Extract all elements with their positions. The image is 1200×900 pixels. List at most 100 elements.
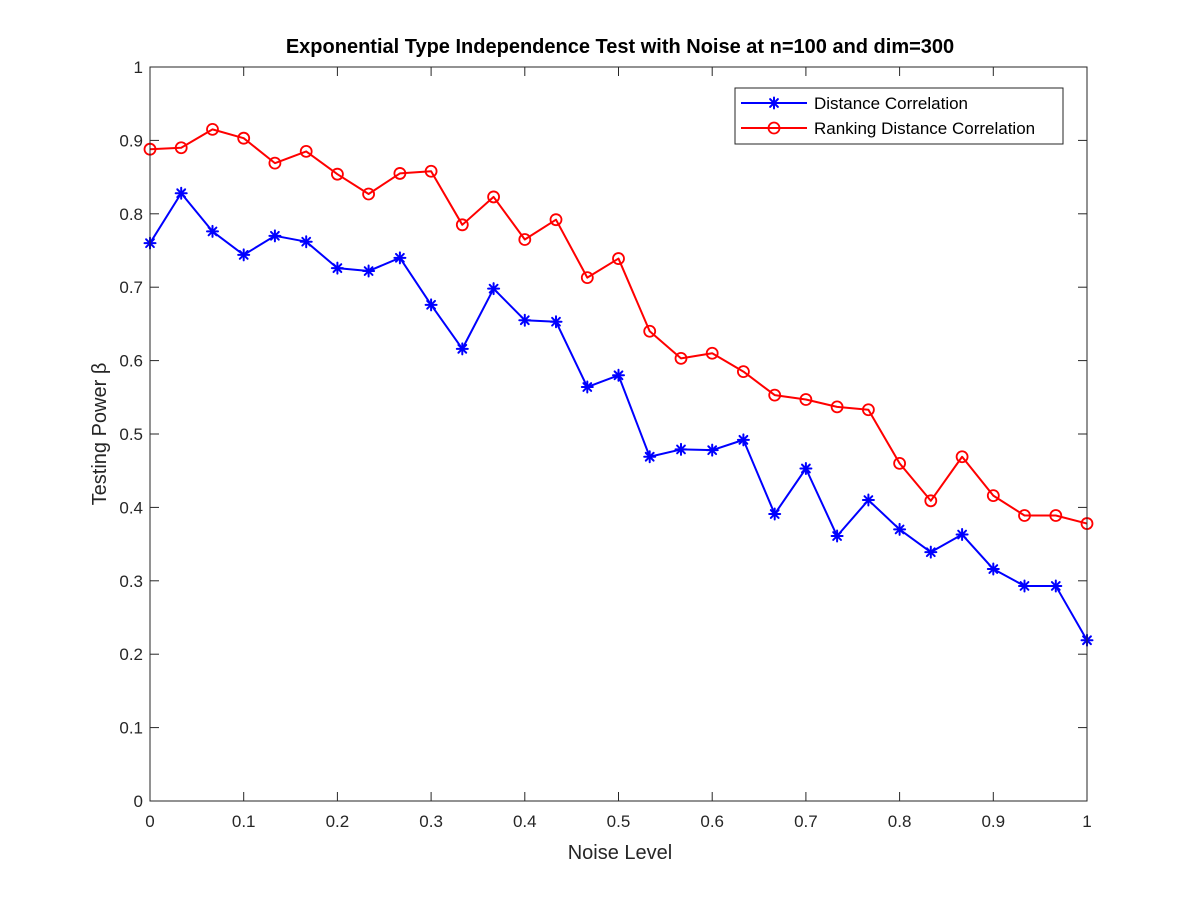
data-point-ranking-distance-correlation <box>612 252 625 265</box>
y-tick-label: 0.9 <box>119 131 143 150</box>
data-point-ranking-distance-correlation <box>737 365 750 379</box>
marker-stroke <box>519 315 530 326</box>
x-tick-label: 0.2 <box>326 812 350 831</box>
marker-stroke <box>301 236 312 247</box>
plot-area <box>150 67 1087 801</box>
data-point-distance-correlation <box>1049 579 1063 593</box>
data-point-distance-correlation <box>830 529 844 543</box>
data-point-ranking-distance-correlation <box>393 167 407 180</box>
data-point-ranking-distance-correlation <box>330 167 344 181</box>
marker-stroke <box>676 444 686 455</box>
x-tick-label: 0.5 <box>607 812 631 831</box>
legend-marker-asterisk <box>767 96 781 110</box>
y-tick-label: 0.3 <box>119 572 143 591</box>
x-axis-label: Noise Level <box>568 842 673 864</box>
data-point-ranking-distance-correlation <box>206 122 219 136</box>
marker-stroke <box>176 188 187 199</box>
marker-stroke <box>551 316 561 327</box>
x-tick-label: 0.1 <box>232 812 256 831</box>
data-point-ranking-distance-correlation <box>424 164 438 178</box>
data-point-ranking-distance-correlation <box>362 187 376 201</box>
marker-stroke <box>207 226 218 237</box>
axis-ticks: 0 0.1 0.2 0.3 0.4 0.5 0.6 0.7 0.8 0.9 1 0 0.1 0.2 0.3 0… <box>119 58 1091 831</box>
data-point-ranking-distance-correlation <box>455 218 469 232</box>
data-point-distance-correlation <box>580 380 594 394</box>
data-point-ranking-distance-correlation <box>986 489 1000 503</box>
data-point-distance-correlation <box>424 298 438 312</box>
legend-marker-asterisk <box>767 96 781 110</box>
data-point-ranking-distance-correlation <box>643 324 657 338</box>
data-point-distance-correlation <box>705 443 719 457</box>
data-point-distance-correlation <box>924 545 938 559</box>
marker-stroke <box>488 283 499 294</box>
x-tick-label: 1 <box>1082 812 1091 831</box>
x-tick-label: 0.3 <box>419 812 443 831</box>
legend-marker-circle <box>767 121 781 135</box>
marker-stroke <box>582 382 593 392</box>
chart-title: Exponential Type Independence Test with … <box>286 36 954 58</box>
data-point-distance-correlation <box>518 313 532 327</box>
data-point-ranking-distance-correlation <box>299 145 313 158</box>
y-tick-label: 0.5 <box>119 425 143 444</box>
data-point-distance-correlation <box>768 507 782 521</box>
data-point-distance-correlation <box>643 450 657 464</box>
data-point-distance-correlation <box>549 315 563 329</box>
marker-stroke <box>644 451 655 462</box>
legend-label-distance-correlation: Distance Correlation <box>814 94 968 113</box>
data-point-distance-correlation <box>393 251 407 265</box>
data-point-ranking-distance-correlation <box>893 456 906 470</box>
marker-stroke <box>769 98 779 108</box>
data-point-distance-correlation <box>330 261 344 275</box>
x-tick-label: 0.7 <box>794 812 818 831</box>
x-tick-label: 0.4 <box>513 812 537 831</box>
y-tick-label: 1 <box>134 58 143 77</box>
data-point-ranking-distance-correlation <box>518 233 532 246</box>
marker-stroke <box>863 495 874 505</box>
data-point-distance-correlation <box>955 528 969 542</box>
legend: Distance Correlation Ranking Distance Co… <box>734 87 1064 145</box>
data-point-ranking-distance-correlation <box>549 213 563 227</box>
data-point-ranking-distance-correlation <box>1018 509 1031 522</box>
data-point-distance-correlation <box>455 342 469 356</box>
x-tick-label: 0 <box>145 812 154 831</box>
marker-stroke <box>332 263 343 274</box>
data-point-distance-correlation <box>893 522 907 536</box>
data-point-ranking-distance-correlation <box>1049 509 1063 522</box>
y-axis-label: Testing Power β <box>89 363 111 506</box>
marker-stroke <box>426 299 436 310</box>
data-point-distance-correlation <box>205 224 219 238</box>
y-tick-label: 0.8 <box>119 205 143 224</box>
data-point-distance-correlation <box>674 442 688 456</box>
marker-stroke <box>1050 581 1061 591</box>
marker-stroke <box>832 531 842 541</box>
data-point-distance-correlation <box>487 282 501 296</box>
y-tick-label: 0.6 <box>119 352 143 371</box>
data-point-ranking-distance-correlation <box>830 400 844 414</box>
x-tick-label: 0.6 <box>700 812 724 831</box>
marker-stroke <box>613 370 624 381</box>
marker-stroke <box>738 434 749 445</box>
data-point-distance-correlation <box>268 229 282 243</box>
data-point-ranking-distance-correlation <box>237 131 251 145</box>
data-point-ranking-distance-correlation <box>799 393 813 406</box>
data-point-ranking-distance-correlation <box>924 494 938 508</box>
data-point-ranking-distance-correlation <box>955 450 969 464</box>
marker-stroke <box>801 463 811 474</box>
data-point-ranking-distance-correlation <box>268 156 282 170</box>
y-tick-label: 0.2 <box>119 645 143 664</box>
data-point-ranking-distance-correlation <box>705 346 719 360</box>
data-point-ranking-distance-correlation <box>861 403 875 417</box>
data-point-ranking-distance-correlation <box>174 141 188 155</box>
marker-stroke <box>707 445 718 456</box>
data-point-distance-correlation <box>299 235 313 249</box>
data-point-ranking-distance-correlation <box>768 388 782 402</box>
data-point-distance-correlation <box>1018 579 1032 593</box>
data-point-ranking-distance-correlation <box>674 351 688 365</box>
marker-stroke <box>238 250 249 260</box>
x-tick-label: 0.9 <box>981 812 1005 831</box>
marker-stroke <box>270 230 280 241</box>
y-tick-label: 0.4 <box>119 498 143 517</box>
data-point-distance-correlation <box>799 461 813 475</box>
marker-stroke <box>894 524 905 535</box>
